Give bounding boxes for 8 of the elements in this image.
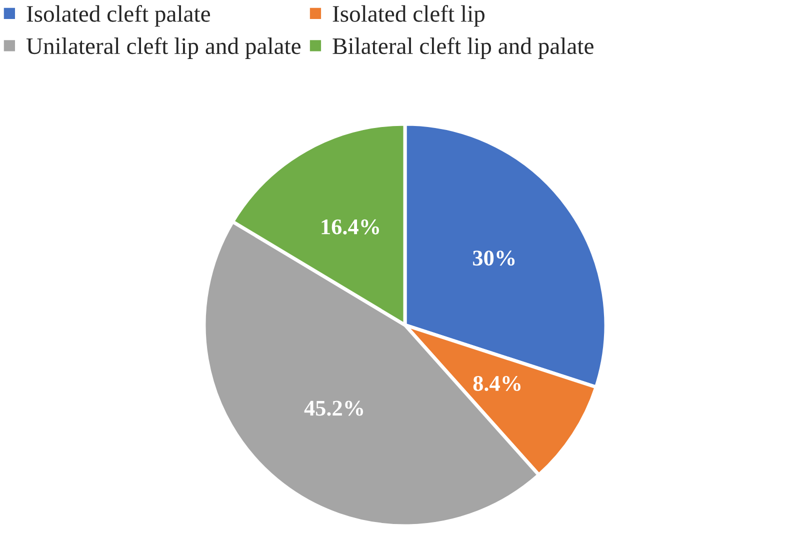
data-label: 45.2%	[304, 400, 364, 416]
legend-label: Unilateral cleft lip and palate	[26, 37, 300, 59]
legend-label: Bilateral cleft lip and palate	[332, 37, 594, 59]
data-label: 8.4%	[473, 376, 520, 392]
data-label: 16.4%	[322, 219, 380, 234]
data-label: 30%	[473, 250, 515, 266]
legend-label: Isolated cleft lip	[332, 5, 484, 27]
legend-label: Isolated cleft palate	[26, 5, 210, 27]
